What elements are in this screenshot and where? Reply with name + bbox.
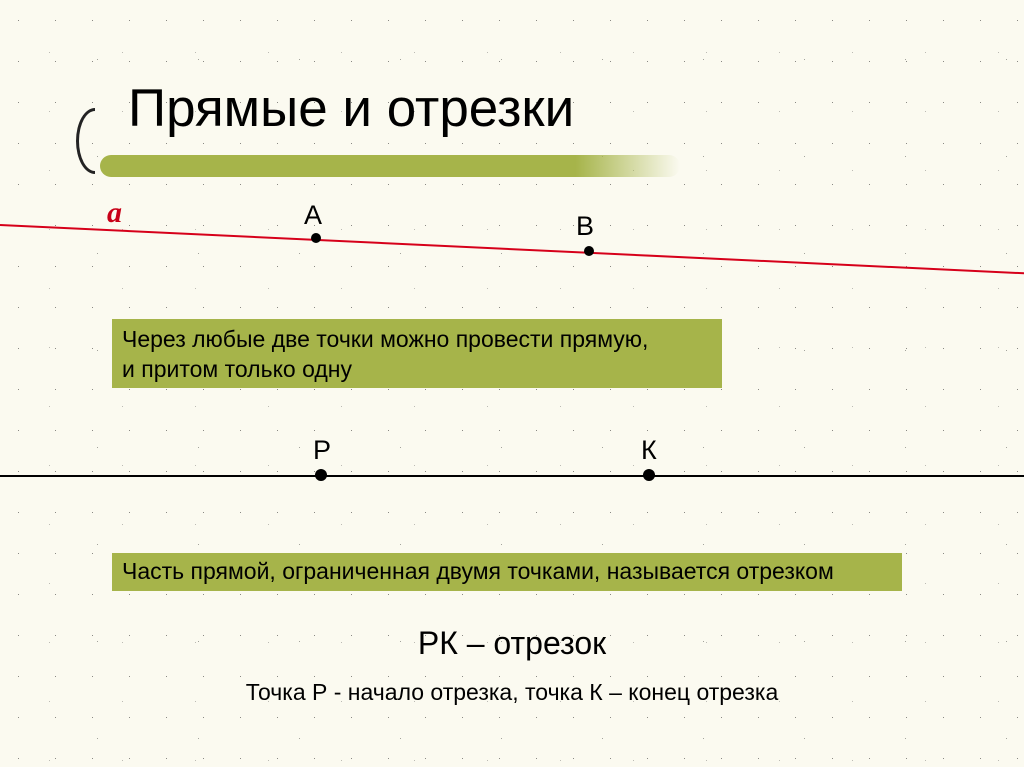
segment-caption: Точка Р - начало отрезка, точка К – коне… <box>246 680 779 705</box>
title-underline <box>100 155 680 177</box>
point-k <box>643 469 655 481</box>
definition-box-2: Часть прямой, ограниченная двумя точками… <box>112 553 902 591</box>
label-a: А <box>304 202 322 229</box>
page-title: Прямые и отрезки <box>128 82 574 135</box>
definition-box-1: Через любые две точки можно провести пря… <box>112 319 722 388</box>
point-b <box>584 246 594 256</box>
line-a-name: a <box>107 198 122 228</box>
point-p <box>315 469 327 481</box>
segment-statement: РК – отрезок <box>418 626 606 661</box>
label-b: В <box>576 213 594 240</box>
point-a <box>311 233 321 243</box>
line-pk <box>0 475 1024 478</box>
label-p: Р <box>313 437 331 464</box>
line-a <box>0 224 1024 276</box>
accent-mark <box>76 108 95 174</box>
label-k: К <box>641 437 657 464</box>
